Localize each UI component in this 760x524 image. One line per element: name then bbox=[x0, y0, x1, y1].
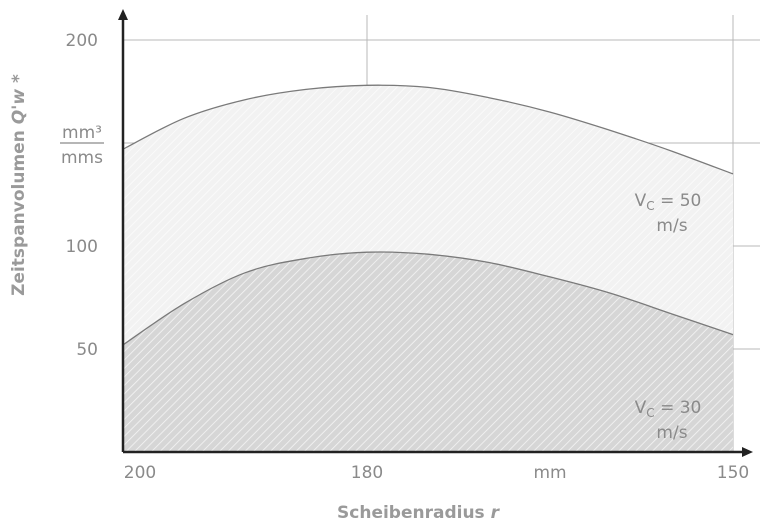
series-line-1 bbox=[122, 251, 734, 346]
y-axis-title: Zeitspanvolumen Q'w * bbox=[9, 74, 29, 296]
series-area-hatch-1 bbox=[123, 251, 733, 452]
x-axis-title: Scheibenradius r bbox=[337, 503, 501, 523]
x-axis-title-var: r bbox=[491, 503, 501, 523]
y-tick-label-50: 50 bbox=[76, 340, 98, 360]
area-fills bbox=[123, 85, 733, 452]
x-axis-title-text: Scheibenradius bbox=[337, 503, 485, 523]
y-tick-label-200: 200 bbox=[66, 31, 98, 51]
x-tick-label-3: 150 bbox=[717, 463, 749, 483]
y-unit-numerator: mm³ bbox=[62, 123, 102, 143]
y-unit-denominator: mms bbox=[61, 148, 103, 168]
series-lines bbox=[122, 84, 734, 346]
x-tick-label-0: 200 bbox=[124, 463, 156, 483]
x-tick-label-2: mm bbox=[533, 463, 566, 483]
x-tick-label-1: 180 bbox=[351, 463, 383, 483]
y-tick-label-100: 100 bbox=[66, 237, 98, 257]
y-axis-title-suffix: * bbox=[9, 74, 29, 83]
series-unit-vc50: m/s bbox=[656, 216, 687, 236]
y-axis-arrow bbox=[118, 9, 128, 20]
axes bbox=[118, 9, 753, 457]
tick-labels: 200 100 50 200 180 mm 150 bbox=[66, 31, 750, 483]
series-label-vc50: VC = 50 bbox=[635, 191, 702, 213]
series-unit-vc30: m/s bbox=[656, 423, 687, 443]
y-axis-title-var: Q'w bbox=[9, 89, 29, 125]
series-line-0 bbox=[122, 84, 734, 175]
series-label-vc30: VC = 30 bbox=[635, 398, 702, 420]
y-axis-title-text: Zeitspanvolumen bbox=[9, 130, 29, 296]
x-axis-arrow bbox=[742, 447, 753, 457]
